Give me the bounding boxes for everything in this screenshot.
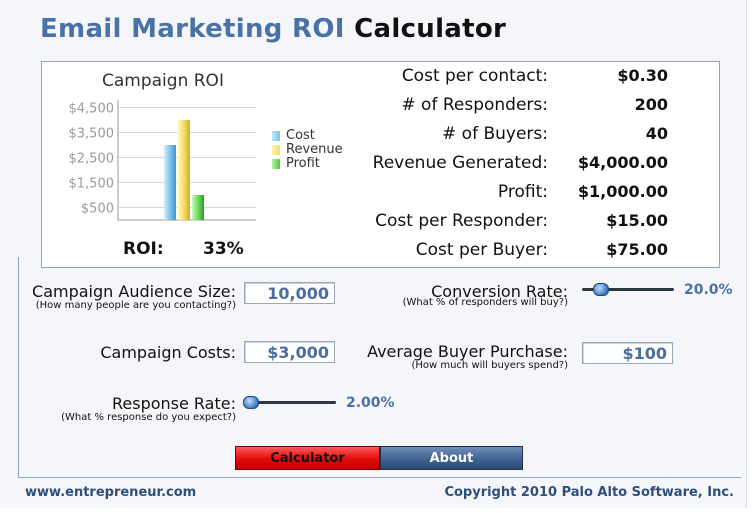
section-border-left xyxy=(18,257,19,477)
conversion-rate-hint: (What % of responders will buy?) xyxy=(402,297,568,308)
roi-label: ROI: xyxy=(123,239,164,259)
response-rate-slider[interactable] xyxy=(244,401,336,404)
metric-value-responders: 200 xyxy=(634,95,668,114)
legend-label-cost: Cost xyxy=(286,128,315,143)
response-rate-slider-thumb[interactable] xyxy=(242,396,259,409)
metric-value-cost-per-responder: $15.00 xyxy=(606,211,668,230)
average-purchase-input[interactable]: $100 xyxy=(582,342,673,364)
about-button[interactable]: About xyxy=(380,446,523,470)
metric-value-cost-per-contact: $0.30 xyxy=(617,66,668,85)
legend-item-cost: Cost xyxy=(272,129,343,143)
legend-item-profit: Profit xyxy=(272,157,343,171)
legend-label-profit: Profit xyxy=(286,156,320,171)
metric-label-revenue: Revenue Generated: xyxy=(372,153,548,173)
legend-swatch-revenue xyxy=(272,145,280,155)
results-panel xyxy=(41,61,720,268)
title-part-1: Email Marketing ROI xyxy=(40,14,345,44)
footer-divider xyxy=(18,477,741,478)
calculator-button[interactable]: Calculator xyxy=(235,446,380,470)
bar-profit xyxy=(192,195,204,220)
metric-label-cost-per-buyer: Cost per Buyer: xyxy=(415,240,548,260)
chart-legend: Cost Revenue Profit xyxy=(272,129,343,171)
bar-cost xyxy=(164,145,176,220)
legend-swatch-profit xyxy=(272,159,280,169)
y-tick-label: $3,500 xyxy=(69,127,115,142)
purchase-hint: (How much will buyers spend?) xyxy=(411,360,568,371)
footer-site-link[interactable]: www.entrepreneur.com xyxy=(25,485,197,500)
metric-label-responders: # of Responders: xyxy=(401,95,548,115)
purchase-label: Average Buyer Purchase: xyxy=(367,342,568,361)
response-rate-value: 2.00% xyxy=(346,395,395,411)
metric-value-cost-per-buyer: $75.00 xyxy=(606,240,668,259)
roi-value: 33% xyxy=(203,239,244,259)
conversion-rate-value: 20.0% xyxy=(684,282,733,298)
audience-size-input[interactable]: 10,000 xyxy=(244,282,335,304)
y-tick-label: $4,500 xyxy=(69,102,115,117)
metric-label-buyers: # of Buyers: xyxy=(442,124,548,144)
legend-item-revenue: Revenue xyxy=(272,143,343,157)
chart-axes xyxy=(117,100,256,221)
y-tick-label: $500 xyxy=(81,202,114,217)
conversion-rate-label: Conversion Rate: xyxy=(431,282,568,301)
conversion-rate-slider-thumb[interactable] xyxy=(593,283,610,296)
roi-chart: $4,500 $3,500 $2,500 $1,500 $500 xyxy=(69,100,256,221)
metric-label-cost-per-contact: Cost per contact: xyxy=(401,66,548,86)
response-rate-label: Response Rate: xyxy=(111,394,236,413)
audience-hint: (How many people are you contacting?) xyxy=(35,300,236,311)
metric-value-profit: $1,000.00 xyxy=(577,182,668,201)
page-title: Email Marketing ROI Calculator xyxy=(40,14,506,44)
bar-revenue xyxy=(178,120,190,220)
y-tick-label: $1,500 xyxy=(69,177,115,192)
response-rate-hint: (What % response do you expect?) xyxy=(61,412,236,423)
chart-title: Campaign ROI xyxy=(102,71,224,91)
metric-label-profit: Profit: xyxy=(497,182,548,202)
campaign-costs-input[interactable]: $3,000 xyxy=(244,341,335,363)
y-tick-label: $2,500 xyxy=(69,152,115,167)
metric-value-buyers: 40 xyxy=(645,124,668,143)
metric-value-revenue: $4,000.00 xyxy=(577,153,668,172)
conversion-rate-slider[interactable] xyxy=(582,288,674,291)
legend-swatch-cost xyxy=(272,131,280,141)
costs-label: Campaign Costs: xyxy=(100,343,236,362)
footer-copyright: Copyright 2010 Palo Alto Software, Inc. xyxy=(444,485,734,500)
title-part-2: Calculator xyxy=(354,14,507,44)
audience-label: Campaign Audience Size: xyxy=(32,282,236,301)
metric-label-cost-per-responder: Cost per Responder: xyxy=(375,211,548,231)
legend-label-revenue: Revenue xyxy=(286,142,343,157)
